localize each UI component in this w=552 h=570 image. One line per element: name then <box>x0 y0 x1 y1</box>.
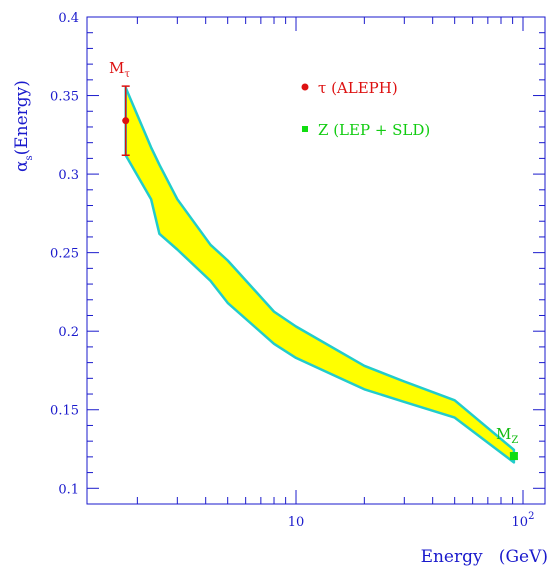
plot-border <box>86 16 546 505</box>
y-tick-label: 0.35 <box>50 90 79 105</box>
y-tick-label: 0.1 <box>58 482 79 497</box>
data-points <box>121 85 518 461</box>
y-tick-label: 0.4 <box>58 11 79 26</box>
axis-labels: 0.1 0.15 0.2 0.25 0.3 0.35 0.4 10 102 <box>50 11 534 530</box>
legend-marker-tau <box>301 83 309 91</box>
legend: τ (ALEPH) Z (LEP + SLD) <box>301 79 430 139</box>
x-axis-title: Energy (GeV) <box>421 547 548 567</box>
legend-label-z: Z (LEP + SLD) <box>318 121 430 139</box>
plot-frame <box>86 16 546 505</box>
y-axis-title: αs(Energy) <box>12 80 35 172</box>
legend-label-tau: τ (ALEPH) <box>318 79 398 97</box>
y-tick-label: 0.3 <box>58 168 79 183</box>
annotation-m-tau: Mτ <box>109 59 130 80</box>
x-tick-label: 10 <box>288 515 305 530</box>
band-area <box>124 86 516 464</box>
y-tick-label: 0.15 <box>50 404 79 419</box>
legend-marker-z <box>302 126 308 132</box>
band-layer <box>124 86 516 464</box>
axis-ticks <box>87 16 545 505</box>
y-tick-label: 0.2 <box>58 325 79 340</box>
y-tick-label: 0.25 <box>50 247 79 262</box>
x-tick-label: 102 <box>512 511 535 530</box>
annotation-m-z: MZ <box>496 425 518 446</box>
point-marker-square <box>509 452 518 461</box>
point-marker-circle <box>122 117 130 125</box>
